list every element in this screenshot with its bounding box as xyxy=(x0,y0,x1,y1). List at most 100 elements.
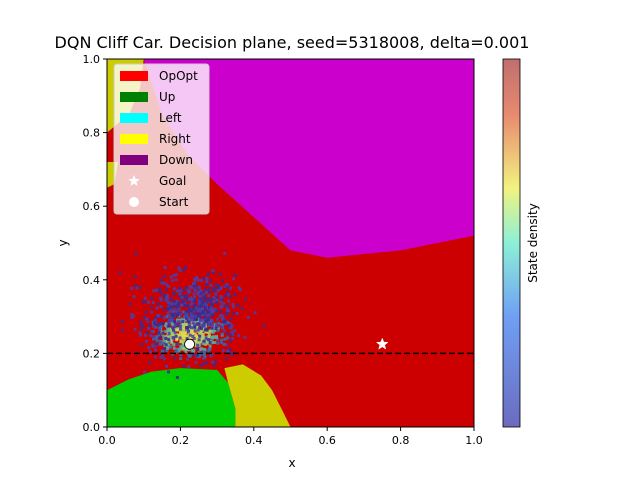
density-cell xyxy=(235,312,239,315)
density-cell xyxy=(192,336,196,340)
density-cell xyxy=(223,284,227,288)
density-cell xyxy=(165,339,169,343)
density-cell xyxy=(130,316,134,320)
density-cell xyxy=(224,343,228,347)
density-cell xyxy=(206,340,210,343)
density-cell xyxy=(179,288,183,292)
density-cell xyxy=(191,349,194,353)
density-cell xyxy=(177,320,181,324)
density-cell xyxy=(191,334,195,338)
density-cell xyxy=(201,336,205,340)
density-cell xyxy=(182,342,185,346)
y-tick-label: 0.8 xyxy=(83,127,101,140)
density-cell xyxy=(186,288,190,292)
density-cell xyxy=(189,332,192,336)
density-cell xyxy=(160,350,164,353)
density-cell xyxy=(223,251,227,255)
density-cell xyxy=(200,301,204,305)
x-tick-label: 0.4 xyxy=(245,434,263,447)
density-cell xyxy=(161,331,165,335)
density-cell xyxy=(168,306,172,310)
density-cell xyxy=(205,276,209,280)
density-cell xyxy=(121,329,125,333)
density-cell xyxy=(188,333,192,337)
density-cell xyxy=(195,322,199,326)
density-cell xyxy=(171,312,175,316)
density-cell xyxy=(173,319,177,323)
density-cell xyxy=(187,307,191,311)
density-cell xyxy=(217,321,221,325)
density-cell xyxy=(203,306,207,310)
density-cell xyxy=(185,313,189,317)
density-cell xyxy=(182,344,186,348)
density-cell xyxy=(190,314,194,318)
density-cell xyxy=(192,305,196,309)
density-cell xyxy=(183,303,187,307)
x-tick-label: 1.0 xyxy=(465,434,483,447)
density-cell xyxy=(172,287,176,291)
density-cell xyxy=(212,335,215,339)
density-cell xyxy=(191,308,195,312)
density-cell xyxy=(200,318,203,322)
density-cell xyxy=(183,266,187,270)
density-cell xyxy=(215,309,219,313)
density-cell xyxy=(130,286,134,290)
density-cell xyxy=(177,334,181,337)
density-cell xyxy=(229,339,232,343)
density-cell xyxy=(159,298,163,302)
density-cell xyxy=(201,307,205,311)
density-cell xyxy=(181,331,185,335)
density-cell xyxy=(182,329,186,333)
density-cell xyxy=(199,292,203,296)
density-cell xyxy=(208,307,212,311)
density-cell xyxy=(154,342,158,346)
density-cell xyxy=(194,360,198,364)
density-cell xyxy=(231,303,235,306)
density-cell xyxy=(133,284,137,287)
density-cell xyxy=(180,346,184,350)
density-cell xyxy=(202,347,206,351)
density-cell xyxy=(196,347,200,351)
legend: OpOpt Up Left Right Down Goal Start xyxy=(113,63,210,215)
density-cell xyxy=(220,332,224,336)
legend-swatch-left xyxy=(120,113,148,123)
density-cell xyxy=(151,301,155,305)
density-cell xyxy=(177,294,181,298)
density-cell xyxy=(206,341,210,345)
density-cell xyxy=(200,329,204,332)
density-cell xyxy=(172,291,176,295)
density-cell xyxy=(215,334,218,338)
density-cell xyxy=(140,323,144,327)
density-cell xyxy=(224,293,227,297)
legend-label: Down xyxy=(159,153,193,167)
density-cell xyxy=(211,269,215,273)
density-cell xyxy=(140,343,144,347)
density-cell xyxy=(219,295,223,299)
density-cell xyxy=(147,300,150,304)
density-cell xyxy=(196,278,200,282)
density-cell xyxy=(182,322,186,326)
density-cell xyxy=(201,311,205,315)
goal-marker xyxy=(375,337,389,350)
density-cell xyxy=(240,307,244,311)
density-cell xyxy=(143,370,147,374)
density-cell xyxy=(153,319,157,323)
density-cell xyxy=(178,292,182,296)
density-cell xyxy=(203,355,207,359)
density-cell xyxy=(174,334,178,338)
density-cell xyxy=(231,333,235,336)
density-cell xyxy=(148,361,152,365)
density-cell xyxy=(221,349,225,353)
density-cell xyxy=(226,321,230,325)
density-cell xyxy=(138,331,142,335)
density-cell xyxy=(167,314,171,317)
density-cell xyxy=(244,297,247,301)
density-cell xyxy=(226,309,230,313)
density-cell xyxy=(158,289,162,293)
density-cell xyxy=(218,314,222,318)
density-cell xyxy=(179,332,183,336)
density-cell xyxy=(184,310,188,314)
density-cell xyxy=(178,336,182,340)
density-cell xyxy=(159,325,163,329)
density-cell xyxy=(203,318,207,322)
